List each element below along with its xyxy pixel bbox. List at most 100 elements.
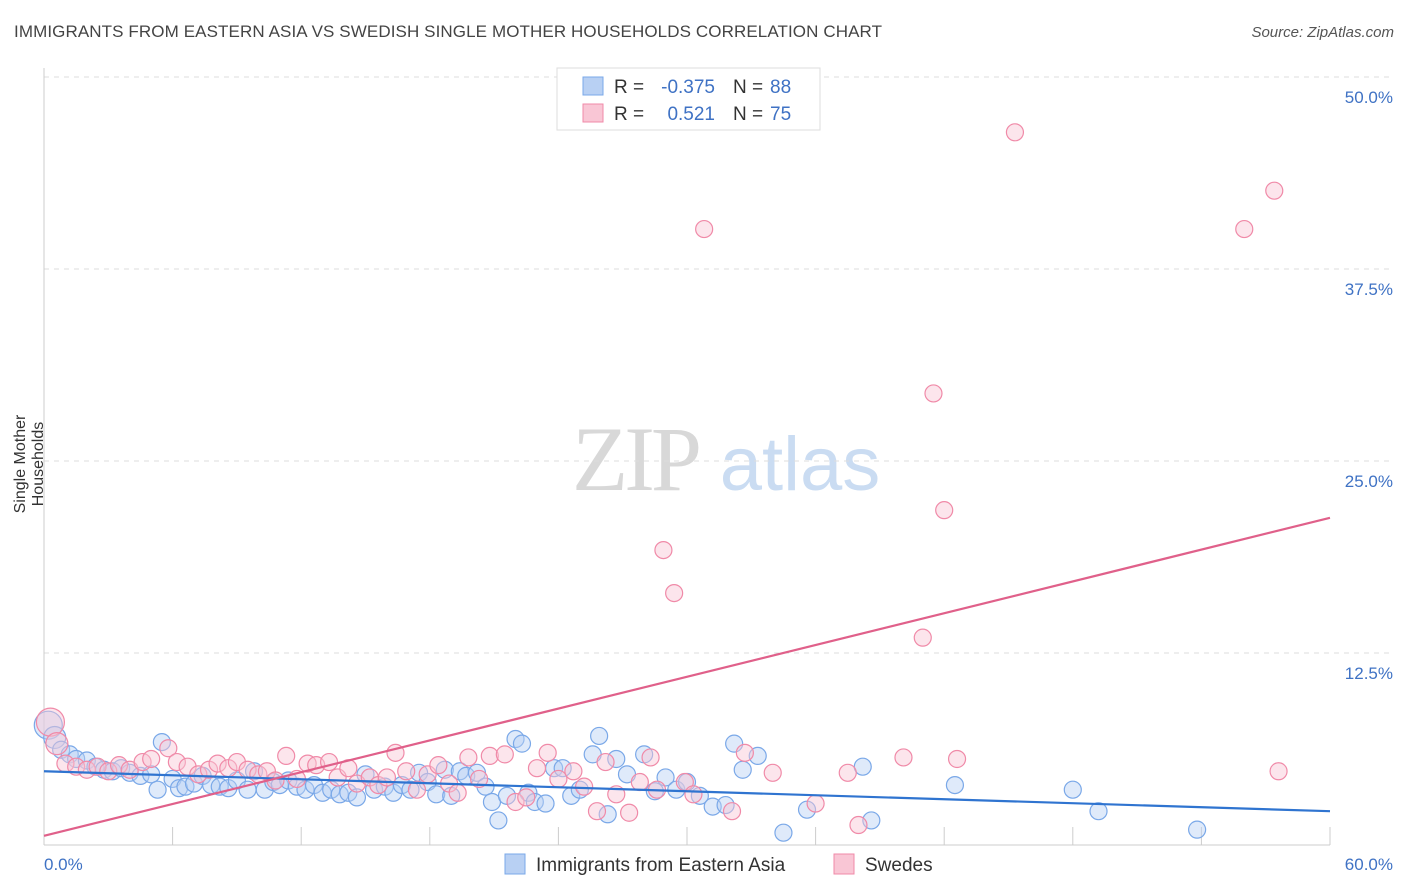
pink-point bbox=[469, 769, 489, 789]
pink-point bbox=[167, 752, 186, 772]
blue-trend-line bbox=[43, 770, 1331, 813]
pink-point bbox=[407, 780, 427, 799]
chart-title: IMMIGRANTS FROM EASTERN ASIA VS SWEDISH … bbox=[14, 22, 883, 41]
pink-point bbox=[596, 752, 615, 772]
stats-legend: R = -0.375 N = 88 R = 0.521 N = 75 bbox=[556, 67, 821, 131]
n-label: N = bbox=[733, 104, 763, 125]
pink-point bbox=[763, 763, 782, 782]
blue-series-swatch bbox=[504, 853, 526, 875]
watermark-atlas: atlas bbox=[720, 422, 881, 507]
blue-series-label: Immigrants from Eastern Asia bbox=[536, 855, 786, 876]
pink-point bbox=[924, 384, 943, 403]
pink-point bbox=[838, 763, 857, 782]
pink-series-swatch bbox=[833, 853, 855, 875]
pink-point bbox=[277, 746, 296, 766]
blue-point bbox=[1188, 820, 1207, 839]
blue-point bbox=[598, 805, 617, 824]
y-tick-label: 50.0% bbox=[1345, 88, 1393, 107]
pink-point bbox=[377, 768, 397, 787]
pink-point bbox=[1265, 181, 1284, 200]
blue-point bbox=[401, 780, 420, 799]
blue-point bbox=[553, 759, 572, 778]
pink-point bbox=[587, 802, 607, 821]
pink-point bbox=[722, 802, 742, 821]
pink-point bbox=[620, 803, 639, 822]
pink-point bbox=[538, 743, 557, 762]
pink-point bbox=[575, 777, 594, 796]
pink-point bbox=[849, 815, 868, 835]
blue-point bbox=[656, 768, 675, 787]
pink-point bbox=[894, 748, 913, 767]
r-label: R = bbox=[614, 77, 644, 98]
pink-point bbox=[527, 759, 547, 778]
pink-point bbox=[1005, 123, 1025, 142]
r-value: 0.521 bbox=[667, 104, 715, 125]
pink-point bbox=[208, 754, 227, 773]
pink-point bbox=[564, 762, 583, 781]
blue-point bbox=[148, 780, 167, 799]
pink-point bbox=[459, 748, 478, 767]
blue-point bbox=[1089, 802, 1108, 821]
y-tick-label: 12.5% bbox=[1345, 664, 1393, 683]
blue-point bbox=[590, 726, 609, 746]
x-tick-label-min: 0.0% bbox=[44, 855, 83, 874]
y-tick-label: 25.0% bbox=[1345, 472, 1393, 491]
pink-point bbox=[99, 762, 118, 781]
pink-point bbox=[654, 540, 673, 560]
pink-legend-swatch bbox=[582, 103, 604, 123]
blue-legend-swatch bbox=[582, 76, 604, 96]
pink-point bbox=[506, 792, 525, 812]
blue-point bbox=[1063, 780, 1082, 799]
pink-series-label: Swedes bbox=[865, 855, 933, 876]
pink-point bbox=[695, 219, 714, 239]
pink-point bbox=[665, 583, 684, 603]
series-legend: Immigrants from Eastern Asia Swedes bbox=[504, 853, 933, 876]
pink-point bbox=[67, 757, 86, 776]
n-value: 88 bbox=[770, 77, 791, 98]
pink-point bbox=[319, 752, 339, 772]
pink-point bbox=[429, 756, 448, 775]
r-value: -0.375 bbox=[661, 77, 715, 98]
pink-point bbox=[641, 748, 660, 767]
blue-point bbox=[512, 734, 532, 753]
pink-point bbox=[77, 760, 96, 779]
pink-point bbox=[159, 739, 178, 758]
blue-point bbox=[52, 740, 71, 759]
pink-point bbox=[947, 749, 967, 769]
pink-point bbox=[735, 743, 754, 762]
blue-point bbox=[489, 811, 508, 830]
pink-point bbox=[1235, 219, 1254, 239]
pink-point bbox=[397, 762, 416, 781]
pink-trend-line bbox=[43, 516, 1331, 837]
pink-point bbox=[1269, 762, 1288, 781]
pink-point bbox=[495, 745, 514, 764]
blue-point bbox=[607, 749, 626, 769]
r-label: R = bbox=[614, 104, 644, 125]
pink-point bbox=[806, 794, 825, 813]
pink-point bbox=[35, 707, 66, 737]
pink-point bbox=[684, 785, 703, 804]
blue-point bbox=[519, 783, 538, 802]
blue-point bbox=[733, 760, 752, 779]
pink-point bbox=[517, 788, 536, 807]
pink-point bbox=[913, 628, 932, 647]
n-label: N = bbox=[733, 77, 763, 98]
pink-point bbox=[448, 783, 467, 802]
pink-point bbox=[45, 732, 69, 756]
blue-point bbox=[536, 794, 555, 813]
y-tick-label: 37.5% bbox=[1345, 280, 1393, 299]
pink-point bbox=[142, 749, 161, 769]
watermark-zip: ZIP bbox=[572, 408, 699, 510]
pink-point bbox=[480, 746, 499, 766]
pink-point bbox=[88, 757, 107, 776]
blue-point bbox=[347, 788, 367, 807]
source-label: Source: ZipAtlas.com bbox=[1251, 24, 1394, 41]
pink-point bbox=[189, 765, 208, 784]
x-tick-label-max: 60.0% bbox=[1345, 855, 1393, 874]
pink-point bbox=[935, 501, 954, 520]
pink-point bbox=[630, 772, 649, 792]
blue-point bbox=[427, 785, 446, 804]
blue-point bbox=[945, 775, 965, 795]
blue-point bbox=[774, 823, 793, 842]
